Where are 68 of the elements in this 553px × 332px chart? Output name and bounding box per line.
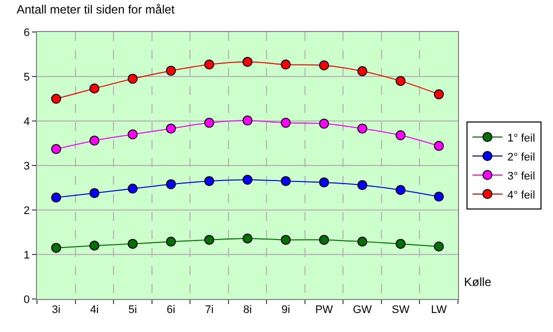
point xyxy=(357,124,368,134)
y-tick-label: 4 xyxy=(24,116,30,128)
x-tick-label: 5i xyxy=(128,304,137,316)
y-tick-label: 0 xyxy=(24,294,30,306)
point xyxy=(357,66,368,76)
point xyxy=(280,234,291,245)
point xyxy=(89,188,100,198)
point xyxy=(434,140,444,151)
point xyxy=(396,238,406,249)
point xyxy=(128,184,138,194)
point xyxy=(280,176,291,186)
point xyxy=(319,118,330,129)
point xyxy=(204,59,214,70)
x-tick-label: PW xyxy=(315,304,334,316)
point xyxy=(166,179,176,190)
x-tick-label: 8i xyxy=(243,304,252,316)
point xyxy=(319,60,330,70)
point xyxy=(204,118,214,128)
x-tick-label: 7i xyxy=(204,304,214,316)
point xyxy=(204,176,214,186)
point xyxy=(357,180,368,190)
y-tick-label: 2 xyxy=(24,204,30,217)
legend-label: 2° feil xyxy=(507,151,536,164)
point xyxy=(166,236,176,247)
point xyxy=(242,174,252,185)
point xyxy=(51,94,62,104)
x-tick-label: 9i xyxy=(281,304,290,316)
point xyxy=(89,240,100,251)
point xyxy=(434,89,444,100)
point xyxy=(357,236,368,247)
point xyxy=(89,84,100,94)
point xyxy=(89,136,100,146)
x-tick-label: 4i xyxy=(90,304,99,316)
point xyxy=(319,234,330,245)
point xyxy=(280,118,291,128)
x-tick-label: 6i xyxy=(166,304,176,316)
y-tick-label: 5 xyxy=(24,71,30,84)
x-tick-label: SW xyxy=(392,304,410,316)
point xyxy=(51,242,62,253)
x-tick-label: 3i xyxy=(52,304,60,316)
point xyxy=(128,74,138,84)
point xyxy=(434,192,444,202)
y-tick-label: 3 xyxy=(24,160,30,172)
point xyxy=(51,144,62,154)
point xyxy=(128,238,138,249)
point xyxy=(166,124,176,134)
point xyxy=(396,184,406,195)
y-tick-label: 6 xyxy=(24,26,30,39)
point xyxy=(242,56,252,67)
point xyxy=(280,59,291,70)
chart-title: Antall meter til siden for målet xyxy=(16,2,176,16)
x-tick-label: GW xyxy=(352,304,372,316)
y-tick-label: 1 xyxy=(24,249,30,262)
point xyxy=(396,76,406,86)
point xyxy=(128,129,138,140)
point xyxy=(242,233,252,244)
legend-label: 1° feil xyxy=(507,132,536,144)
point xyxy=(434,241,444,252)
point xyxy=(396,130,406,140)
x-tick-label: LW xyxy=(431,304,448,316)
legend-label: 3° feil xyxy=(507,170,536,182)
x-axis-title: Kølle xyxy=(464,275,492,289)
point xyxy=(242,116,252,126)
point xyxy=(166,66,176,76)
point xyxy=(204,234,214,245)
point xyxy=(51,192,62,203)
legend-label: 4° feil xyxy=(507,189,536,202)
point xyxy=(319,177,330,188)
